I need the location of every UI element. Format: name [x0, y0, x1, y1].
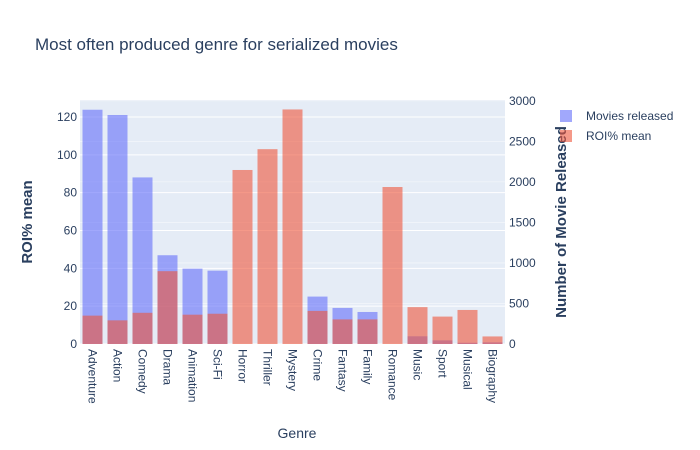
y-left-tick-80: 80	[64, 186, 78, 200]
x-tick-thriller: Thriller	[261, 349, 275, 386]
legend-item-movies-released[interactable]: Movies released	[560, 106, 673, 126]
y-left-tick-100: 100	[57, 148, 77, 162]
legend-label-roi-mean: ROI% mean	[586, 129, 652, 143]
bar-roi-mean-thriller	[257, 149, 278, 344]
bar-roi-mean-comedy	[132, 312, 153, 344]
x-tick-crime: Crime	[311, 349, 325, 381]
bar-roi-mean-music	[407, 307, 428, 344]
legend-item-roi-mean[interactable]: ROI% mean	[560, 126, 673, 146]
bar-roi-mean-adventure	[82, 315, 103, 344]
x-tick-action: Action	[111, 349, 125, 382]
y-right-tick-500: 500	[509, 296, 529, 310]
bar-roi-mean-mystery	[282, 109, 303, 344]
bar-roi-mean-romance	[382, 187, 403, 344]
legend-label-movies-released: Movies released	[586, 109, 674, 123]
bar-roi-mean-family	[357, 319, 378, 344]
bar-roi-mean-horror	[232, 169, 253, 344]
x-tick-mystery: Mystery	[286, 349, 300, 391]
bar-roi-mean-animation	[182, 314, 203, 344]
y-right-tick-1000: 1000	[509, 256, 536, 270]
bar-roi-mean-sport	[432, 316, 453, 344]
legend: Movies released ROI% mean	[560, 106, 673, 146]
y-right-axis-title: Number of Movie Released	[553, 126, 570, 318]
y-left-tick-40: 40	[64, 261, 78, 275]
y-left-axis-title: ROI% mean	[19, 180, 36, 263]
x-tick-music: Music	[411, 349, 425, 380]
x-tick-biography: Biography	[486, 349, 500, 403]
chart-title: Most often produced genre for serialized…	[35, 35, 398, 54]
x-axis-title: Genre	[277, 425, 317, 441]
x-tick-musical: Musical	[461, 349, 475, 390]
y-left-tick-0: 0	[70, 337, 77, 351]
bar-roi-mean-sci-fi	[207, 313, 228, 344]
bar-roi-mean-crime	[307, 310, 328, 344]
legend-swatch-movies-released	[560, 110, 572, 122]
x-tick-romance: Romance	[386, 349, 400, 401]
x-tick-comedy: Comedy	[136, 349, 150, 394]
x-tick-family: Family	[361, 349, 375, 384]
bar-movies-released-adventure	[82, 109, 103, 345]
bar-roi-mean-action	[107, 320, 128, 344]
x-tick-drama: Drama	[161, 349, 175, 385]
y-left-tick-60: 60	[64, 224, 78, 238]
bar-roi-mean-drama	[157, 271, 178, 344]
x-tick-animation: Animation	[186, 349, 200, 402]
y-left-tick-20: 20	[64, 299, 78, 313]
x-tick-adventure: Adventure	[86, 349, 100, 404]
y-right-tick-0: 0	[509, 337, 516, 351]
y-right-tick-2500: 2500	[509, 134, 536, 148]
legend-swatch-roi-mean	[560, 130, 572, 142]
bar-roi-mean-biography	[482, 336, 503, 344]
x-tick-sci-fi: Sci-Fi	[211, 349, 225, 380]
bar-movies-released-comedy	[132, 177, 153, 344]
y-right-tick-3000: 3000	[509, 94, 536, 108]
y-right-tick-2000: 2000	[509, 175, 536, 189]
x-tick-horror: Horror	[236, 349, 250, 383]
y-right-tick-1500: 1500	[509, 215, 536, 229]
bar-movies-released-action	[107, 114, 128, 345]
bar-roi-mean-fantasy	[332, 319, 353, 344]
x-tick-fantasy: Fantasy	[336, 349, 350, 392]
y-left-tick-120: 120	[57, 110, 77, 124]
bar-roi-mean-musical	[457, 309, 478, 344]
x-tick-sport: Sport	[436, 349, 450, 378]
